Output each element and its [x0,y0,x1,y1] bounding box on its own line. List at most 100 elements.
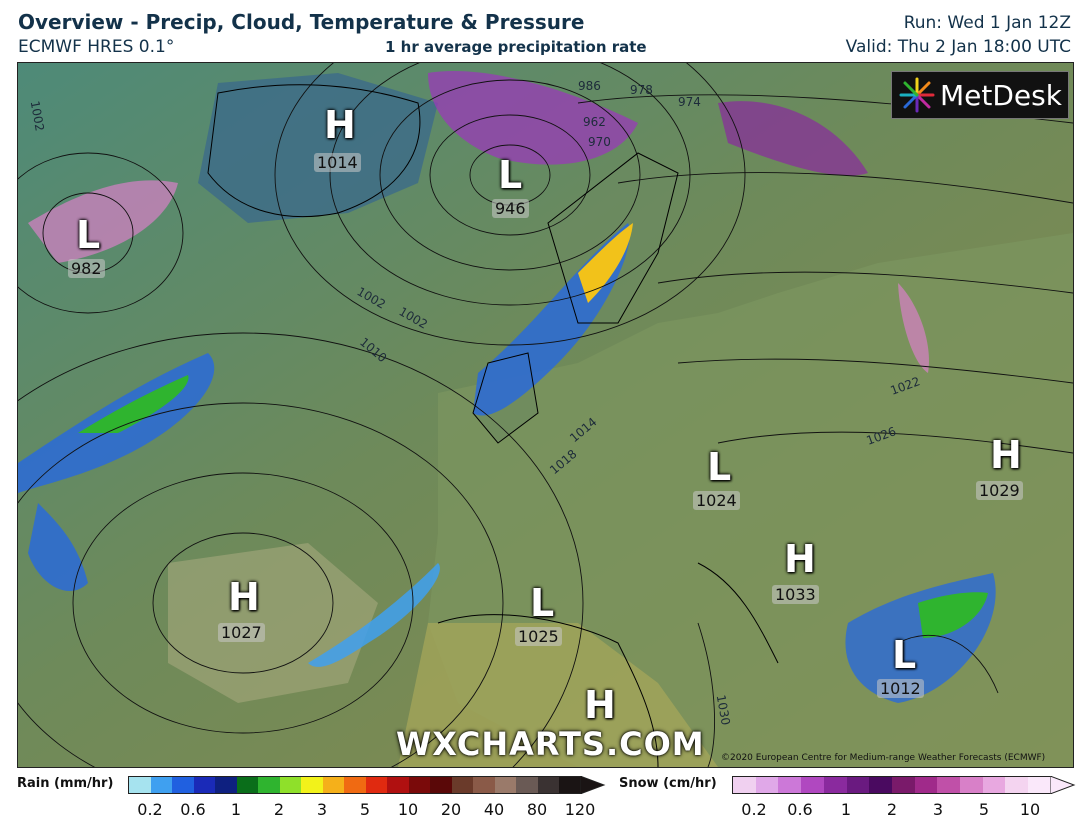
isobar-label: 978 [630,83,653,97]
colorbar-swatch [473,777,495,793]
pressure-center-value: 1027 [218,623,265,642]
logo-text: MetDesk [940,78,1062,112]
rain-colorbar-arrow [580,776,606,794]
colorbar-swatch [516,777,538,793]
colorbar-swatch [387,777,409,793]
colorbar-tick-label: 5 [359,800,371,819]
rain-legend-title: Rain (mm/hr) [17,776,114,791]
colorbar-swatch [236,777,259,793]
colorbar-tick-label: 0.6 [787,800,813,819]
colorbar-tick-label: 3 [932,800,944,819]
colorbar-swatch [172,777,194,793]
colorbar-tick-label: 0.6 [180,800,206,819]
colorbar-swatch [846,777,870,793]
pressure-center-marker: L [530,581,555,625]
pressure-center-marker: H [324,103,356,147]
rain-colorbar [128,776,582,794]
colorbar-swatch [258,777,280,793]
colorbar-swatch [408,777,431,793]
pressure-center-marker: H [990,433,1022,477]
colorbar-swatch [823,777,847,793]
pressure-center-value: 1025 [515,627,562,646]
isobar-label: 974 [678,95,701,109]
snow-legend: Snow (cm/hr) 0.2 0.6 1 2 3 5 10 [610,770,1089,830]
snow-colorbar [732,776,1052,794]
colorbar-tick-label: 40 [483,800,505,819]
colorbar-swatch [733,777,756,793]
pressure-center-value: 1033 [772,585,819,604]
model-label: ECMWF HRES 0.1° [18,37,175,57]
snow-band-north [718,101,868,176]
colorbar-swatch [344,777,366,793]
pressure-center-marker: H [784,537,816,581]
precip-band-front [308,563,440,667]
colorbar-tick-label: 120 [564,800,596,819]
colorbar-tick-label: 5 [978,800,990,819]
colorbar-swatch [960,777,983,793]
pressure-center-value: 946 [492,199,529,218]
north-africa-landmass [398,623,718,767]
colorbar-tick-label: 80 [526,800,548,819]
pressure-center-marker: L [76,213,101,257]
colorbar-swatch [1005,777,1029,793]
colorbar-swatch [193,777,216,793]
pressure-center-marker: L [892,633,917,677]
field-label: 1 hr average precipitation rate [385,38,647,56]
snow-colorbar-arrow [1050,776,1076,794]
colorbar-swatch [937,777,961,793]
valid-label: Valid: Thu 2 Jan 18:00 UTC [845,37,1071,57]
snow-band-iceland-low [428,71,638,165]
pressure-center-value: 1014 [314,153,361,172]
colorbar-swatch [322,777,345,793]
colorbar-swatch [430,777,452,793]
colorbar-swatch [365,777,388,793]
greenland-landmass [198,73,438,223]
precip-band-southwest [28,503,88,592]
metdesk-logo: MetDesk [891,71,1069,119]
colorbar-tick-label: 2 [886,800,898,819]
isobar-label: 970 [588,135,611,149]
snow-band-west [28,180,178,263]
pressure-center-value: 1024 [693,491,740,510]
colorbar-swatch [755,777,779,793]
colorbar-swatch [1028,777,1051,793]
isobar-label: 962 [583,115,606,129]
chart-title: Overview - Precip, Cloud, Temperature & … [18,10,585,34]
precip-core-mediterranean [918,592,988,638]
colorbar-swatch [494,777,517,793]
pressure-center-value: 1029 [976,481,1023,500]
coastlines [207,84,779,767]
colorbar-tick-label: 10 [1019,800,1041,819]
colorbar-tick-label: 20 [440,800,462,819]
pressure-center-value: 1012 [877,679,924,698]
precip-core-norway [578,223,633,303]
pressure-center-marker: H [228,575,260,619]
colorbar-swatch [279,777,302,793]
copyright-notice: ©2020 European Centre for Medium-range W… [721,753,1046,763]
map-canvas [18,63,1073,767]
colorbar-tick-label: 3 [316,800,328,819]
colorbar-swatch [778,777,802,793]
colorbar-swatch [869,777,892,793]
colorbar-swatch [129,777,151,793]
precip-core-atlantic [78,375,189,433]
colorbar-tick-label: 10 [397,800,419,819]
colorbar-tick-label: 0.2 [741,800,767,819]
colorbar-swatch [801,777,824,793]
colorbar-swatch [914,777,938,793]
colorbar-swatch [891,777,915,793]
colorbar-tick-label: 1 [230,800,242,819]
colorbar-tick-label: 0.2 [137,800,163,819]
pressure-center-marker: L [498,153,523,197]
weather-map[interactable]: H 1014 L 946 L 982 H 1027 L 1025 L 1024 … [17,62,1074,768]
colorbar-tick-label: 2 [273,800,285,819]
metdesk-burst-icon [899,77,935,113]
chart-header: Overview - Precip, Cloud, Temperature & … [0,0,1089,62]
rain-legend: Rain (mm/hr) 0.2 0.6 1 2 3 5 10 20 40 80 120 [0,770,610,830]
pressure-center-value: 982 [68,259,105,278]
pressure-center-marker: H [584,683,616,727]
pressure-center-marker: L [707,445,732,489]
watermark: WXCHARTS.COM [396,725,705,763]
colorbar-swatch [537,777,560,793]
colorbar-swatch [150,777,173,793]
